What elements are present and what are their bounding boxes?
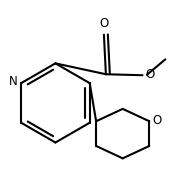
- Text: N: N: [9, 75, 17, 88]
- Text: O: O: [145, 68, 154, 81]
- Text: O: O: [153, 114, 162, 127]
- Text: O: O: [99, 17, 108, 30]
